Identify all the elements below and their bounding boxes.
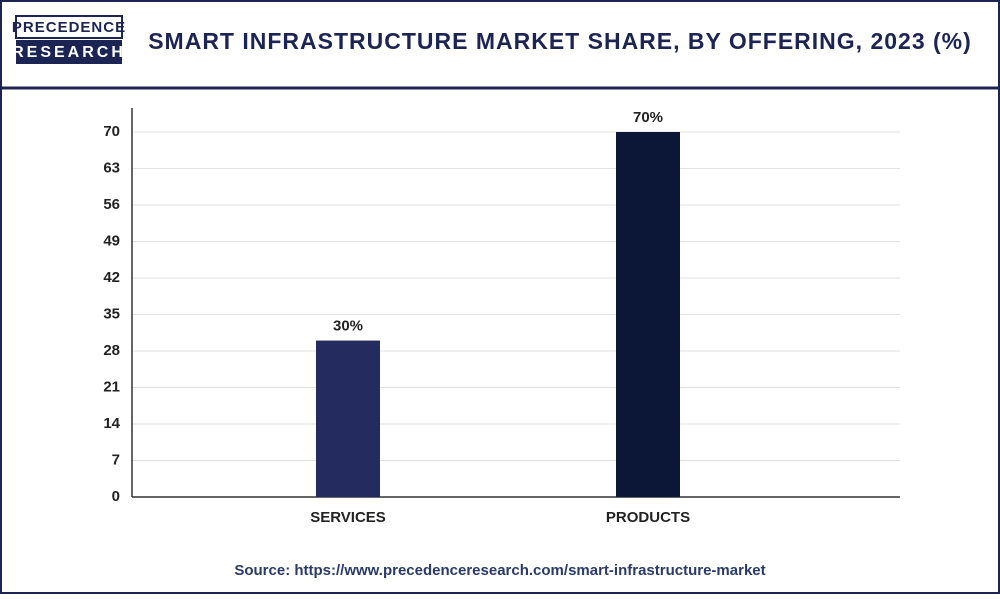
y-tick-label: 35	[103, 305, 120, 322]
y-tick-label: 70	[103, 123, 120, 140]
value-label: 30%	[333, 318, 363, 335]
y-tick-label: 49	[103, 232, 120, 249]
source: Source: https://www.precedenceresearch.c…	[234, 562, 765, 579]
logo-top	[15, 15, 123, 39]
logo-text: PRECEDENCE	[12, 19, 126, 36]
y-tick-label: 63	[103, 159, 120, 176]
y-tick-label: 28	[103, 342, 120, 359]
bar	[316, 340, 380, 497]
y-tick-label: 42	[103, 269, 120, 286]
logo-text: RESEARCH	[12, 44, 126, 61]
y-tick-label: 14	[103, 415, 120, 432]
value-label: 70%	[633, 109, 663, 126]
x-tick-label: SERVICES	[310, 509, 386, 526]
x-tick-label: PRODUCTS	[606, 509, 690, 526]
logo-bottom	[16, 40, 122, 64]
y-tick-label: 21	[103, 378, 120, 395]
y-tick-label: 56	[103, 196, 120, 213]
chart-title: SMART INFRASTRUCTURE MARKET SHARE, BY OF…	[148, 28, 972, 54]
y-tick-label: 7	[112, 451, 120, 468]
y-tick-label: 0	[112, 488, 120, 505]
bar	[616, 131, 680, 498]
